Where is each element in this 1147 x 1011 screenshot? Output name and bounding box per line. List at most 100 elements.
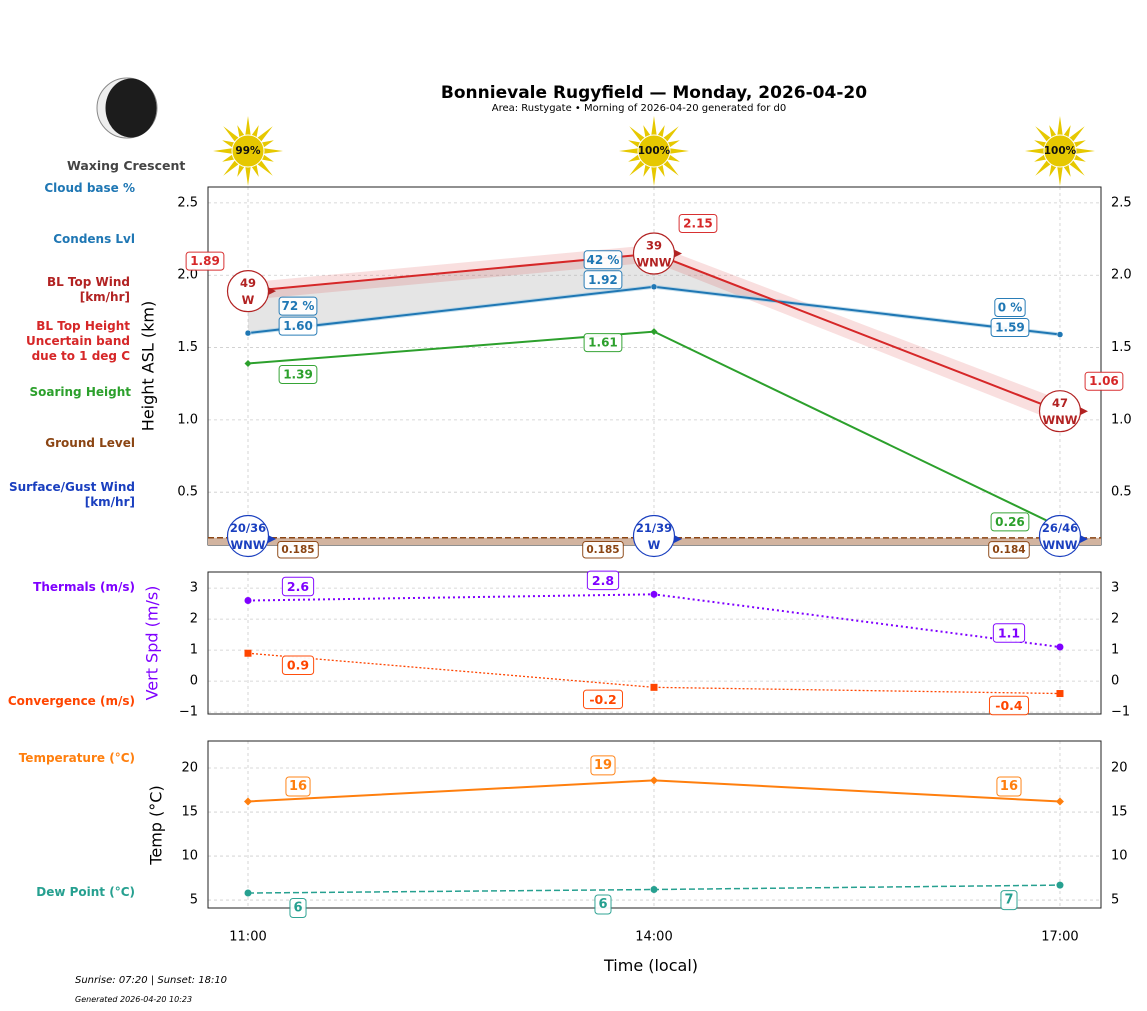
y-tick-label-right: 15 — [1111, 805, 1128, 820]
convergence-point — [244, 649, 252, 657]
sun-ray — [1034, 154, 1047, 162]
moon-shadow — [105, 78, 157, 138]
cloud-base-percent-label: 42 % — [587, 253, 620, 267]
sun-ray — [618, 148, 639, 154]
thermals-label: 2.6 — [287, 579, 309, 594]
left-label-surface-wind: [km/hr] — [85, 495, 135, 509]
sun-ray — [245, 166, 251, 186]
thermals-label-box — [586, 570, 620, 591]
y-tick-label-right: 10 — [1111, 849, 1128, 864]
convergence-label: -0.2 — [589, 692, 616, 707]
dew-point-label-box — [1000, 890, 1018, 911]
y-axis-label-temp: Temp (°C) — [147, 785, 166, 865]
bl-top-wind-circle — [226, 270, 270, 313]
bl-top-wind-arrow-icon — [268, 287, 276, 296]
sun-ray — [651, 116, 657, 136]
y-tick-label-right: 3 — [1111, 581, 1119, 596]
temperature-label: 16 — [289, 779, 307, 794]
convergence-label-box — [281, 655, 315, 675]
temperature-label-box — [996, 776, 1022, 797]
surface-wind-speed: 21/39 — [636, 521, 672, 535]
sun-ray — [261, 140, 274, 148]
cloud-base-percent-label-box — [583, 250, 623, 270]
surface-wind-circle — [226, 514, 270, 558]
y-tick-label: 2.0 — [177, 268, 198, 283]
sun-ray — [1073, 140, 1086, 148]
sun-ray — [1034, 140, 1047, 148]
ground-level-label: 0.184 — [992, 544, 1025, 556]
y-axis-label-vert: Vert Spd (m/s) — [143, 586, 162, 701]
temperature-point — [649, 776, 658, 785]
bl-top-wind-arrow-icon — [1079, 407, 1088, 416]
bl-top-label-box — [1084, 371, 1124, 391]
convergence-label-box — [988, 695, 1029, 716]
sun-ray — [1057, 116, 1063, 136]
cloud-base-percent-label-box — [994, 298, 1026, 318]
surface-wind-arrow-icon — [268, 535, 276, 543]
y-axis-label-height: Height ASL (km) — [139, 301, 158, 431]
thermals-label: 2.8 — [592, 573, 614, 588]
sunrise-sunset: Sunrise: 07:20 | Sunset: 18:10 — [75, 975, 228, 986]
sun-ray — [213, 148, 233, 154]
bl-top-wind-speed: 47 — [1052, 396, 1068, 410]
y-tick-label-right: 2.5 — [1111, 195, 1132, 210]
plot-frame — [207, 740, 1102, 909]
sun-ray — [628, 154, 641, 162]
sun-ray — [261, 154, 274, 162]
bl-top-wind-direction: W — [242, 293, 255, 307]
dew-point-point — [244, 889, 252, 897]
sun-ray — [643, 125, 651, 138]
y-tick-label-right: 5 — [1111, 893, 1119, 908]
left-label-bl-height: due to 1 deg C — [32, 349, 131, 363]
sun-ray — [629, 160, 645, 176]
surface-wind-circle — [632, 514, 676, 558]
y-tick-label: 5 — [190, 893, 198, 908]
bl-top-wind-arrow-icon — [673, 249, 682, 258]
sun-ray — [1069, 126, 1085, 142]
sun-ray — [629, 126, 645, 142]
thermals-point — [1056, 643, 1064, 651]
ground-level-label-box — [582, 541, 624, 559]
sun-ray — [223, 126, 239, 142]
left-label-soaring: Soaring Height — [30, 385, 132, 399]
soaring-point — [244, 359, 252, 367]
left-label-surface-wind: Surface/Gust Wind — [9, 480, 135, 494]
sun-ray — [1063, 125, 1071, 138]
condens-point — [1056, 331, 1064, 338]
convergence-point — [650, 683, 658, 691]
condens-to-bl-fill — [248, 253, 777, 334]
bl-top-wind-direction: WNW — [1042, 413, 1077, 427]
y-tick-label-right: 0.5 — [1111, 485, 1132, 500]
sun-ray — [1035, 160, 1051, 176]
convergence-label: 0.9 — [287, 658, 309, 673]
soaring-height-label-box — [583, 333, 623, 353]
thermals-label-box — [992, 623, 1026, 643]
left-label-ground: Ground Level — [45, 436, 135, 450]
left-label-dew-point: Dew Point (°C) — [36, 885, 135, 899]
soaring-height-label: 1.39 — [283, 367, 313, 381]
sun-ray — [628, 140, 641, 148]
bl-top-wind-circle — [1038, 390, 1082, 433]
sun-ray — [1075, 148, 1095, 154]
surface-wind-arrow-icon — [673, 535, 682, 543]
dew-point-label: 7 — [1004, 893, 1013, 908]
dew-point-label-box — [289, 898, 307, 919]
cloud-base-percent-label: 0 % — [998, 301, 1023, 315]
left-label-bl-wind: [km/hr] — [80, 290, 130, 304]
y-tick-label: −1 — [179, 705, 198, 720]
sun-ray — [222, 140, 235, 148]
sun-disc — [637, 134, 671, 168]
left-label-bl-wind: BL Top Wind — [47, 275, 130, 289]
thermals-point — [650, 590, 658, 598]
x-axis-label: Time (local) — [604, 956, 699, 975]
sun-ray — [1069, 160, 1085, 176]
thermals-point — [244, 597, 252, 605]
surface-wind-direction: WNW — [1042, 538, 1077, 552]
condens-level-label: 1.92 — [588, 273, 618, 287]
sun-disc — [1043, 134, 1077, 168]
soaring-height-label: 1.61 — [588, 336, 618, 350]
y-tick-label-right: 2.0 — [1111, 268, 1132, 283]
x-tick-label: 11:00 — [229, 930, 266, 945]
dew-point-label-box — [594, 894, 612, 915]
x-tick-label: 17:00 — [1041, 930, 1078, 945]
